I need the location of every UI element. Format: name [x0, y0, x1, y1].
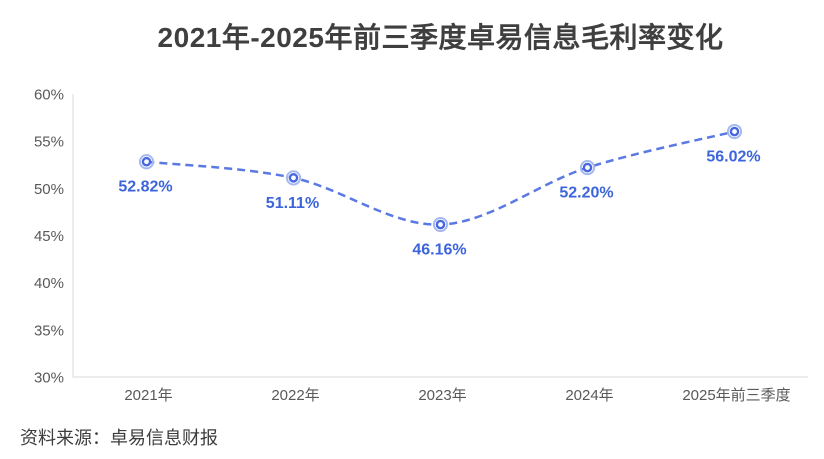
x-tick-label: 2025年前三季度 — [682, 387, 790, 404]
data-point-marker — [729, 126, 740, 137]
data-point-marker — [288, 173, 299, 183]
source-note: 资料来源：卓易信息财报 — [20, 428, 218, 448]
data-point-marker — [141, 156, 152, 167]
data-point-marker — [582, 162, 593, 173]
x-tick-label: 2024年 — [565, 387, 613, 404]
y-tick-label: 30% — [34, 370, 64, 387]
y-tick-label: 60% — [34, 87, 64, 104]
y-tick-label: 50% — [34, 181, 64, 198]
data-point-marker — [435, 219, 446, 230]
trend-line — [146, 130, 735, 226]
data-point-halo — [138, 154, 155, 170]
x-tick-label: 2021年 — [124, 387, 172, 404]
data-point-label: 52.82% — [118, 179, 172, 196]
x-tick-label: 2022年 — [271, 387, 319, 404]
chart-title: 2021年-2025年前三季度卓易信息毛利率变化 — [157, 22, 724, 53]
y-tick-label: 40% — [34, 275, 64, 292]
y-tick-label: 55% — [34, 134, 64, 151]
x-tick-label: 2023年 — [418, 387, 466, 404]
data-point-label: 52.20% — [559, 185, 613, 202]
data-point-halo — [432, 216, 449, 233]
data-point-halo — [726, 123, 743, 140]
data-point-halo — [579, 159, 596, 176]
data-point-label: 46.16% — [412, 242, 466, 259]
data-point-label: 51.11% — [266, 195, 319, 212]
y-tick-label: 45% — [34, 228, 64, 245]
data-point-label: 56.02% — [706, 149, 760, 166]
y-tick-label: 35% — [34, 322, 64, 339]
data-point-halo — [285, 170, 302, 186]
